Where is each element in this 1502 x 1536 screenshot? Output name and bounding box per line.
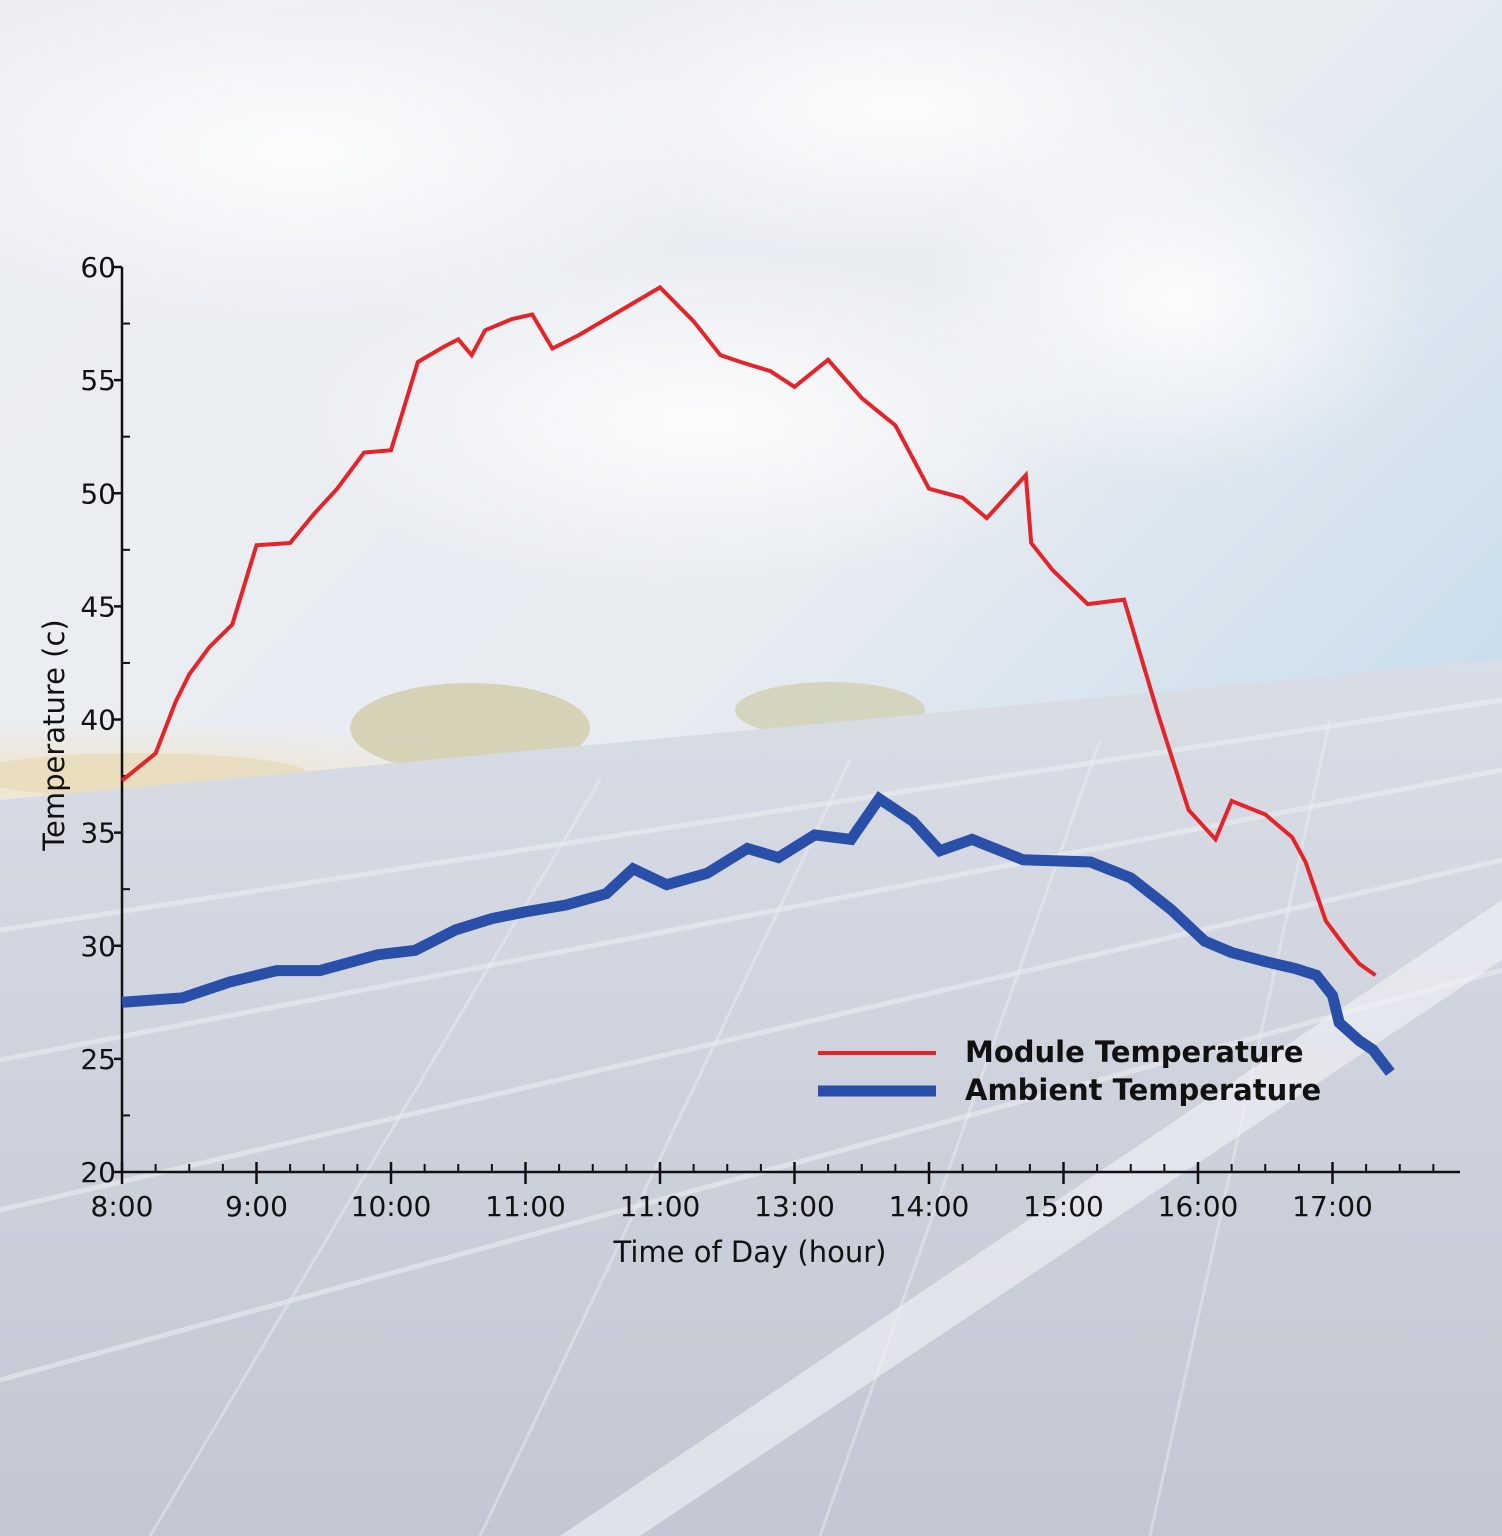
y-tick-label: 50	[80, 477, 116, 510]
legend-item-ambient: Ambient Temperature	[818, 1073, 1321, 1107]
x-tick-label: 14:00	[889, 1190, 970, 1223]
x-tick-label: 11:00	[620, 1190, 701, 1223]
y-tick-label: 40	[80, 704, 116, 737]
series-lines	[120, 284, 1395, 1076]
y-tick-label: 30	[80, 930, 116, 963]
x-tick-label: 15:00	[1023, 1190, 1104, 1223]
y-ticks: 20 25 30 35 40 45 50 55 60	[80, 251, 130, 1189]
legend-label-ambient: Ambient Temperature	[965, 1073, 1321, 1107]
legend: Module Temperature Ambient Temperature	[818, 1035, 1321, 1107]
series-line-ambient-temperature	[121, 791, 1395, 1076]
axes: 20 25 30 35 40 45 50 55 60 8:00 9:00 10:00 11:00 11:…	[80, 251, 1460, 1223]
x-tick-label: 11:00	[485, 1190, 566, 1223]
legend-label-module: Module Temperature	[965, 1035, 1303, 1069]
y-tick-label: 55	[80, 364, 116, 397]
y-tick-label: 45	[80, 590, 116, 623]
y-tick-label: 20	[80, 1156, 116, 1189]
y-tick-label: 60	[80, 251, 116, 284]
x-tick-label: 17:00	[1292, 1190, 1373, 1223]
y-tick-label: 25	[80, 1043, 116, 1076]
y-axis-title: Temperature (c)	[37, 619, 71, 852]
x-tick-label: 10:00	[351, 1190, 432, 1223]
series-line-module-temperature	[120, 284, 1377, 977]
x-axis-title: Time of Day (hour)	[613, 1235, 887, 1269]
x-ticks: 8:00 9:00 10:00 11:00 11:00 13:00 14:00 15:00 16…	[91, 1162, 1435, 1223]
y-tick-label: 35	[80, 817, 116, 850]
x-tick-label: 9:00	[225, 1190, 288, 1223]
x-tick-label: 8:00	[91, 1190, 154, 1223]
legend-item-module: Module Temperature	[818, 1035, 1303, 1069]
x-tick-label: 13:00	[754, 1190, 835, 1223]
x-tick-label: 16:00	[1158, 1190, 1239, 1223]
